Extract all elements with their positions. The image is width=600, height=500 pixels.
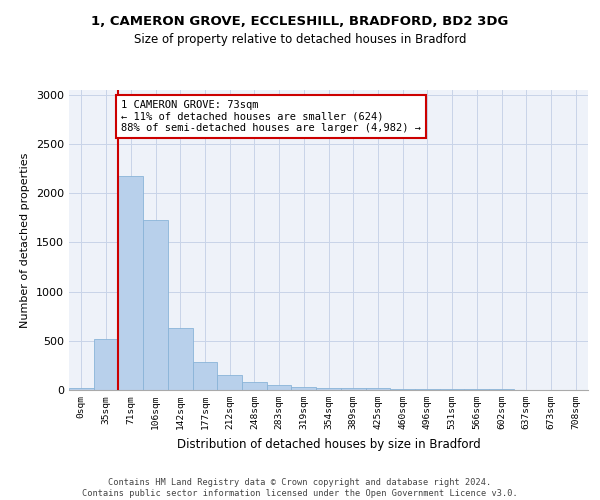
Bar: [440, 389, 464, 390]
X-axis label: Distribution of detached houses by size in Bradford: Distribution of detached houses by size …: [176, 438, 481, 450]
Bar: [69, 388, 94, 390]
Bar: [143, 220, 168, 390]
Text: Size of property relative to detached houses in Bradford: Size of property relative to detached ho…: [134, 32, 466, 46]
Bar: [365, 388, 390, 390]
Bar: [415, 389, 440, 390]
Bar: [464, 389, 489, 390]
Bar: [94, 339, 118, 390]
Bar: [118, 176, 143, 390]
Bar: [217, 375, 242, 390]
Bar: [267, 384, 292, 390]
Bar: [193, 362, 217, 390]
Bar: [341, 388, 365, 390]
Y-axis label: Number of detached properties: Number of detached properties: [20, 152, 31, 328]
Bar: [292, 386, 316, 390]
Bar: [390, 388, 415, 390]
Bar: [168, 328, 193, 390]
Text: Contains HM Land Registry data © Crown copyright and database right 2024.
Contai: Contains HM Land Registry data © Crown c…: [82, 478, 518, 498]
Text: 1, CAMERON GROVE, ECCLESHILL, BRADFORD, BD2 3DG: 1, CAMERON GROVE, ECCLESHILL, BRADFORD, …: [91, 15, 509, 28]
Bar: [316, 388, 341, 390]
Text: 1 CAMERON GROVE: 73sqm
← 11% of detached houses are smaller (624)
88% of semi-de: 1 CAMERON GROVE: 73sqm ← 11% of detached…: [121, 100, 421, 133]
Bar: [242, 382, 267, 390]
